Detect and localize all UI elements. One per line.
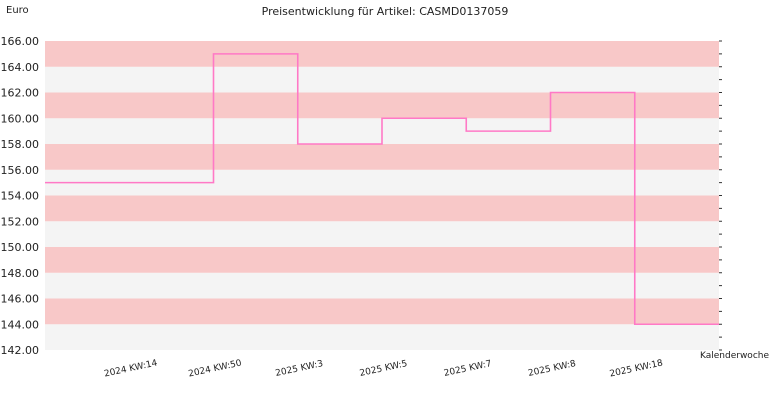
background-band — [45, 41, 719, 67]
y-tick-label: 154.00 — [1, 190, 40, 203]
y-tick-label: 152.00 — [1, 215, 40, 228]
background-band — [45, 66, 719, 93]
x-axis-label: Kalenderwoche — [700, 351, 770, 361]
x-tick-label: 2025 KW:8 — [527, 359, 577, 379]
y-tick-label: 166.00 — [1, 35, 40, 48]
y-tick-label: 156.00 — [1, 164, 40, 177]
chart-title: Preisentwicklung für Artikel: CASMD01370… — [261, 5, 509, 18]
x-tick-label: 2024 KW:14 — [103, 358, 158, 379]
x-tick-label: 2024 KW:50 — [188, 358, 243, 379]
background-band — [45, 92, 719, 119]
background-band — [45, 144, 719, 170]
y-axis-label: Euro — [6, 5, 29, 16]
y-tick-label: 164.00 — [1, 61, 40, 74]
y-tick-label: 158.00 — [1, 138, 40, 151]
y-tick-label: 160.00 — [1, 112, 40, 125]
background-band — [45, 195, 719, 222]
price-step-line — [45, 53, 719, 326]
background-band — [45, 221, 719, 247]
x-tick-label: 2025 KW:18 — [609, 358, 664, 379]
y-tick-label: 162.00 — [1, 87, 40, 100]
background-band — [45, 247, 719, 273]
y-tick-label: 146.00 — [1, 293, 40, 306]
x-tick-label: 2025 KW:7 — [443, 359, 493, 379]
background-band — [45, 324, 719, 350]
y-tick-label: 142.00 — [1, 344, 40, 357]
y-tick-label: 150.00 — [1, 241, 40, 254]
background-band — [45, 272, 719, 299]
x-tick-label: 2025 KW:5 — [359, 359, 409, 379]
background-band — [45, 298, 719, 325]
y-tick-label: 148.00 — [1, 267, 40, 280]
y-tick-label: 144.00 — [1, 318, 40, 331]
x-tick-label: 2025 KW:3 — [275, 359, 325, 379]
